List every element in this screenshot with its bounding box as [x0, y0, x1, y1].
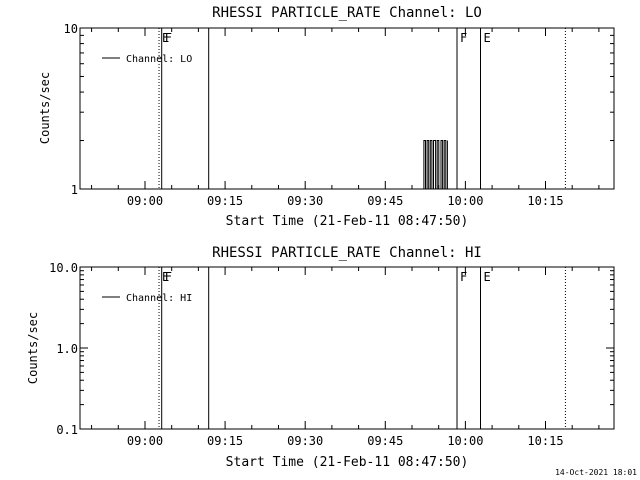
legend-label: Channel: LO	[126, 54, 192, 65]
plot-frame	[79, 27, 615, 190]
x-tick-label: 09:45	[367, 194, 403, 208]
x-tick-label: 10:15	[527, 434, 563, 448]
y-tick-label: 1	[71, 183, 78, 197]
marker-label: E	[162, 270, 169, 284]
marker-label: F	[460, 31, 467, 45]
plot-panel-hi: 09:00 09:15 09:30 09:45 10:00 10:15 0.1 1.0 10.0…	[49, 261, 615, 448]
chart-title-hi: RHESSI PARTICLE_RATE Channel: HI	[212, 245, 482, 261]
x-tick-label: 10:00	[447, 194, 483, 208]
y-tick-label: 0.1	[56, 423, 78, 437]
marker-label: E	[162, 31, 169, 45]
y-tick-label: 1.0	[56, 342, 78, 356]
marker-label: F	[165, 270, 172, 284]
chart-title-lo: RHESSI PARTICLE_RATE Channel: LO	[212, 5, 482, 21]
x-tick-label: 10:15	[527, 194, 563, 208]
marker-label: E	[484, 270, 491, 284]
legend-label: Channel: HI	[126, 293, 192, 304]
marker-label: F	[165, 31, 172, 45]
x-tick-label: 09:45	[367, 434, 403, 448]
x-axis-label-lo: Start Time (21-Feb-11 08:47:50)	[226, 214, 469, 229]
timestamp: 14-Oct-2021 18:01	[555, 468, 637, 477]
marker-label: F	[460, 270, 467, 284]
x-tick-label: 09:15	[207, 434, 243, 448]
x-tick-label: 09:30	[287, 194, 323, 208]
x-tick-label: 09:00	[127, 194, 163, 208]
y-axis-label-hi: Counts/sec	[26, 312, 40, 384]
y-axis-label-lo: Counts/sec	[38, 72, 52, 144]
x-tick-label: 10:00	[447, 434, 483, 448]
y-tick-label: 10	[64, 22, 78, 36]
series-line	[423, 140, 448, 190]
x-tick-label: 09:00	[127, 434, 163, 448]
marker-label: E	[484, 31, 491, 45]
x-axis-label-hi: Start Time (21-Feb-11 08:47:50)	[226, 455, 469, 470]
x-tick-label: 09:15	[207, 194, 243, 208]
x-tick-label: 09:30	[287, 434, 323, 448]
plot-frame	[79, 266, 615, 430]
y-tick-label: 10.0	[49, 261, 78, 275]
